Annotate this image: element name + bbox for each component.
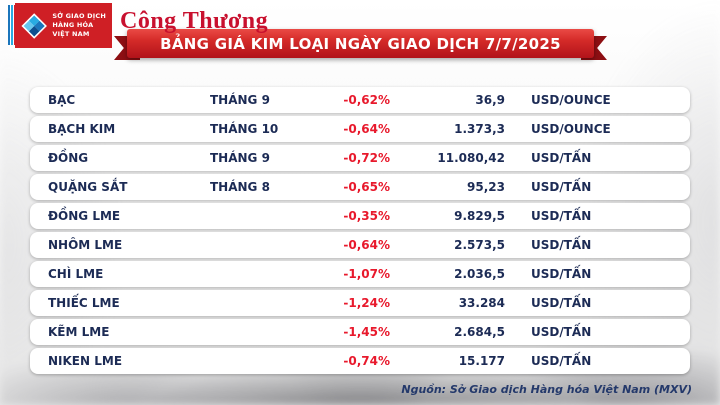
metal-name: NIKEN LME <box>48 354 123 368</box>
metal-name: KẼM LME <box>48 325 110 339</box>
table-row: NIKEN LME -0,74% 15.177 USD/TẤN <box>30 348 690 374</box>
stripe-blue <box>8 5 10 45</box>
table-row: BẠCH KIM THÁNG 10 -0,64% 1.373,3 USD/OUN… <box>30 116 690 142</box>
percent-change: -0,72% <box>343 151 390 165</box>
percent-change: -0,64% <box>343 122 390 136</box>
congthuong-wordmark: Công Thương <box>120 8 269 34</box>
mxv-logo-line2: HÀNG HÓA <box>52 20 94 29</box>
metal-name: ĐỒNG LME <box>48 209 121 223</box>
table-row: BẠC THÁNG 9 -0,62% 36,9 USD/OUNCE <box>30 87 690 113</box>
price-value: 1.373,3 <box>454 122 505 136</box>
percent-change: -1,07% <box>343 267 390 281</box>
price-unit: USD/TẤN <box>531 325 592 339</box>
mxv-logo-line1: SỞ GIAO DỊCH <box>52 11 106 20</box>
mxv-logo-text: SỞ GIAO DỊCH HÀNG HÓA VIỆT NAM <box>52 12 106 39</box>
percent-change: -0,65% <box>343 180 390 194</box>
metal-name: BẠCH KIM <box>48 122 116 136</box>
price-value: 11.080,42 <box>437 151 505 165</box>
percent-change: -0,35% <box>343 209 390 223</box>
mxv-logo: SỞ GIAO DỊCH HÀNG HÓA VIỆT NAM <box>15 3 112 48</box>
mxv-diamond-icon <box>21 12 47 39</box>
price-unit: USD/OUNCE <box>531 122 611 136</box>
mxv-logo-line3: VIỆT NAM <box>52 30 90 39</box>
metal-name: ĐỒNG <box>48 151 89 165</box>
price-unit: USD/TẤN <box>531 354 592 368</box>
contract-month: THÁNG 10 <box>210 122 279 136</box>
page-title: BẢNG GIÁ KIM LOẠI NGÀY GIAO DỊCH 7/7/202… <box>160 34 561 53</box>
contract-month: THÁNG 8 <box>210 180 270 194</box>
metal-name: THIẾC LME <box>48 296 120 310</box>
table-row: QUẶNG SẮT THÁNG 8 -0,65% 95,23 USD/TẤN <box>30 174 690 200</box>
source-note: Nguồn: Sở Giao dịch Hàng hóa Việt Nam (M… <box>401 383 692 396</box>
table-row: CHÌ LME -1,07% 2.036,5 USD/TẤN <box>30 261 690 287</box>
percent-change: -1,24% <box>343 296 390 310</box>
metal-name: NHÔM LME <box>48 238 123 252</box>
price-value: 33.284 <box>458 296 505 310</box>
metal-name: QUẶNG SẮT <box>48 180 128 194</box>
metal-name: BẠC <box>48 93 76 107</box>
table-row: KẼM LME -1,45% 2.684,5 USD/TẤN <box>30 319 690 345</box>
price-value: 36,9 <box>475 93 505 107</box>
contract-month: THÁNG 9 <box>210 93 270 107</box>
percent-change: -1,45% <box>343 325 390 339</box>
table-row: THIẾC LME -1,24% 33.284 USD/TẤN <box>30 290 690 316</box>
price-unit: USD/TẤN <box>531 209 592 223</box>
price-table: BẠC THÁNG 9 -0,62% 36,9 USD/OUNCE BẠCH K… <box>30 87 690 374</box>
price-unit: USD/OUNCE <box>531 93 611 107</box>
price-value: 2.684,5 <box>454 325 505 339</box>
contract-month: THÁNG 9 <box>210 151 270 165</box>
price-value: 95,23 <box>467 180 505 194</box>
price-unit: USD/TẤN <box>531 238 592 252</box>
stripe-cyan <box>11 5 13 45</box>
percent-change: -0,74% <box>343 354 390 368</box>
price-value: 2.573,5 <box>454 238 505 252</box>
table-row: ĐỒNG THÁNG 9 -0,72% 11.080,42 USD/TẤN <box>30 145 690 171</box>
table-row: ĐỒNG LME -0,35% 9.829,5 USD/TẤN <box>30 203 690 229</box>
price-unit: USD/TẤN <box>531 180 592 194</box>
price-value: 15.177 <box>458 354 505 368</box>
price-unit: USD/TẤN <box>531 267 592 281</box>
percent-change: -0,62% <box>343 93 390 107</box>
price-value: 2.036,5 <box>454 267 505 281</box>
metal-name: CHÌ LME <box>48 267 104 281</box>
price-value: 9.829,5 <box>454 209 505 223</box>
percent-change: -0,64% <box>343 238 390 252</box>
table-row: NHÔM LME -0,64% 2.573,5 USD/TẤN <box>30 232 690 258</box>
price-unit: USD/TẤN <box>531 151 592 165</box>
price-unit: USD/TẤN <box>531 296 592 310</box>
